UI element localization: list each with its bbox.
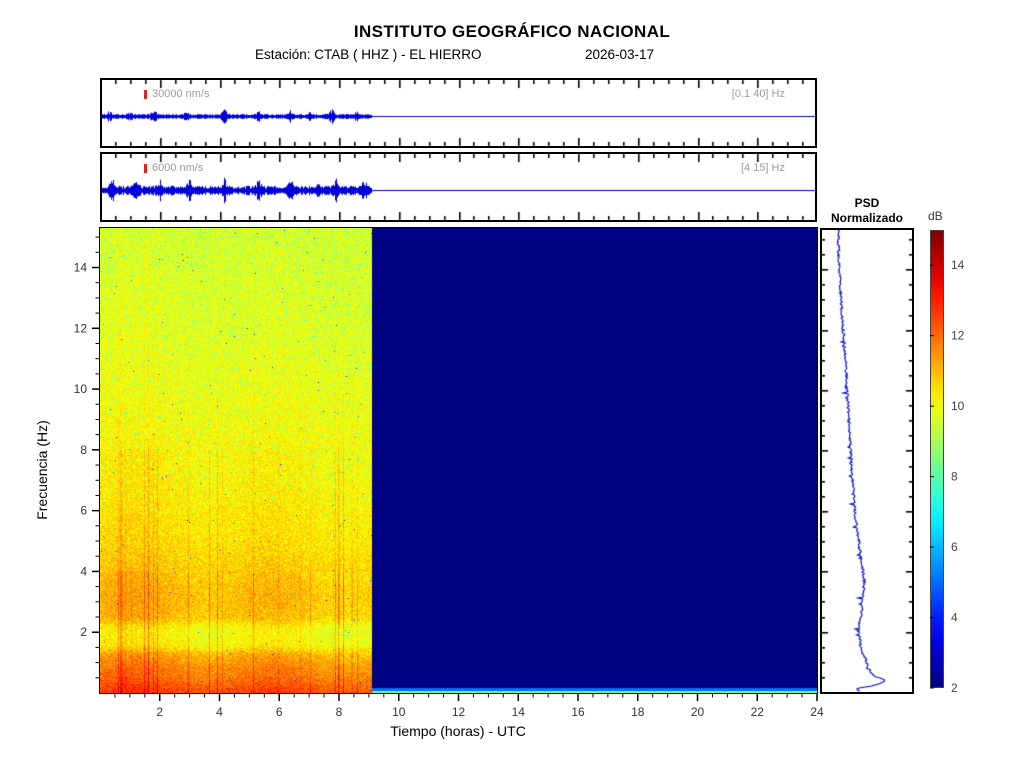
colorbar-tick-label: 12 <box>951 329 965 343</box>
date-label: 2026-03-17 <box>585 47 655 62</box>
psd-curve-canvas <box>822 230 912 692</box>
x-axis-tick-label: 16 <box>571 705 585 719</box>
y-axis-tick-label: 14 <box>74 261 88 275</box>
colorbar <box>930 230 944 688</box>
colorbar-tick-label: 8 <box>951 470 958 484</box>
y-axis-tick-label: 8 <box>80 443 87 457</box>
x-axis-tick-label: 12 <box>452 705 466 719</box>
x-axis-title: Tiempo (horas) - UTC <box>390 723 526 739</box>
x-axis-tick-label: 22 <box>751 705 765 719</box>
trace2-band-label: [4 15] Hz <box>740 162 785 174</box>
x-axis-tick-label: 14 <box>512 705 526 719</box>
x-axis-tick-label: 4 <box>216 705 223 719</box>
y-axis-title: Frecuencia (Hz) <box>34 420 50 520</box>
y-axis-tick-label: 6 <box>80 504 87 518</box>
y-axis-tick-label: 12 <box>74 321 88 335</box>
colorbar-tick-label: 14 <box>951 258 965 272</box>
psd-title-line2: Normalizado <box>830 211 903 225</box>
x-axis-tick-label: 6 <box>276 705 283 719</box>
colorbar-tick-label: 2 <box>951 681 958 695</box>
trace1-band-label: [0.1 40] Hz <box>731 88 785 100</box>
trace1-scale-label: 30000 nm/s <box>152 88 210 100</box>
waveform-broadband-frame <box>100 78 817 148</box>
colorbar-tick-label: 4 <box>951 611 958 625</box>
waveform-bandpass-canvas <box>100 152 817 222</box>
waveform-broadband-canvas <box>100 78 817 148</box>
colorbar-units-label: dB <box>928 209 943 223</box>
colorbar-tick-label: 6 <box>951 540 958 554</box>
y-axis-tick-label: 10 <box>74 382 88 396</box>
waveform-bandpass-frame <box>100 152 817 222</box>
x-axis-tick-label: 10 <box>392 705 406 719</box>
page-title: INSTITUTO GEOGRÁFICO NACIONAL <box>353 22 671 41</box>
psd-title-line1: PSD <box>854 196 880 210</box>
psd-panel-title: PSD Normalizado <box>818 196 916 226</box>
trace2-scale-label: 6000 nm/s <box>152 162 204 174</box>
x-axis-tick-label: 8 <box>336 705 343 719</box>
y-axis-tick-label: 4 <box>80 564 87 578</box>
x-axis-tick-label: 2 <box>156 705 163 719</box>
spectrogram-canvas <box>100 228 817 693</box>
scale-bar-icon <box>144 164 147 173</box>
scale-bar-icon <box>144 90 147 99</box>
colorbar-tick-label: 10 <box>951 399 965 413</box>
x-axis-tick-label: 20 <box>691 705 705 719</box>
station-label: Estación: CTAB ( HHZ ) - EL HIERRO <box>255 47 482 62</box>
y-axis-tick-label: 2 <box>80 625 87 639</box>
x-axis-tick-label: 18 <box>631 705 645 719</box>
x-axis-tick-label: 24 <box>810 705 824 719</box>
